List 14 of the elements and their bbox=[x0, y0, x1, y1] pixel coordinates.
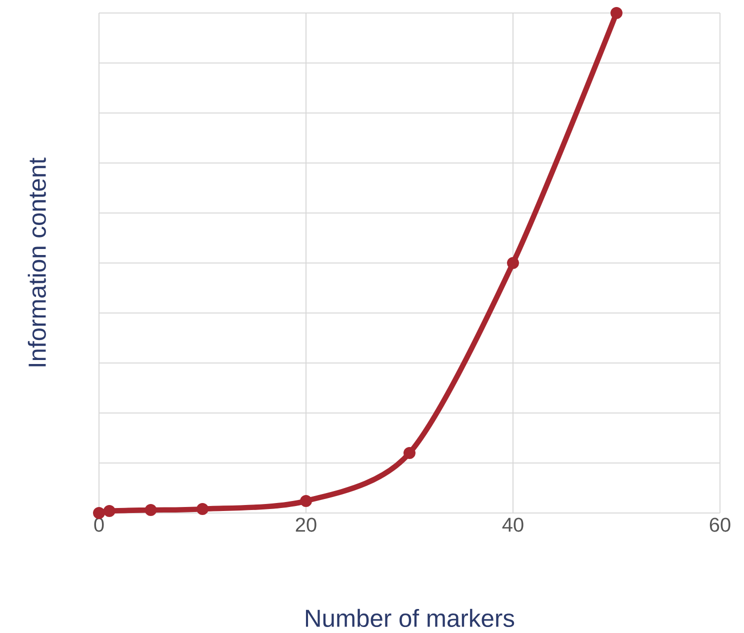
point bbox=[506, 256, 519, 269]
point bbox=[196, 502, 209, 515]
point bbox=[610, 6, 622, 19]
point bbox=[144, 504, 157, 516]
y-axis-title: Information content bbox=[28, 158, 46, 366]
x-tick-label: 0 bbox=[94, 518, 104, 532]
point bbox=[403, 446, 416, 459]
point bbox=[300, 494, 312, 507]
point bbox=[93, 506, 106, 519]
x-axis-title: Number of markers bbox=[306, 608, 514, 628]
x-tick-label: 40 bbox=[502, 518, 524, 532]
x-tick-label: 60 bbox=[710, 518, 730, 532]
x-tick-label: 20 bbox=[296, 518, 316, 532]
point bbox=[103, 504, 116, 517]
